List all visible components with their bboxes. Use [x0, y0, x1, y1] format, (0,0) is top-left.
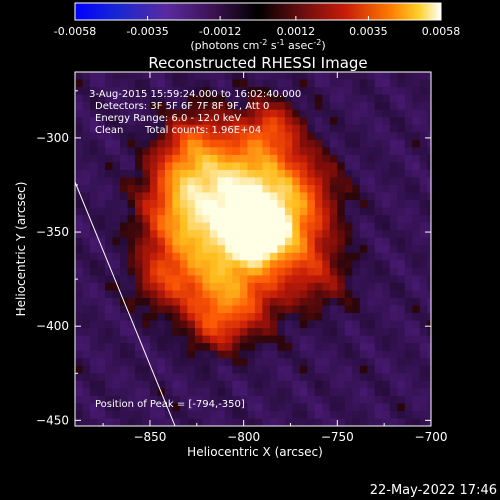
annotation-block: 3-Aug-2015 15:59:24.000 to 16:02:40.000 …	[89, 89, 304, 136]
colorbar	[74, 2, 442, 21]
colorbar-tick-label: -0.0058	[54, 25, 96, 38]
plot-frame	[74, 71, 432, 427]
x-tick-label: −700	[415, 430, 448, 444]
y-axis-label: Heliocentric Y (arcsec)	[14, 182, 28, 317]
colorbar-ticks: -0.0058 -0.0035 -0.0012 0.0012 0.0035 0.0058	[54, 16, 460, 38]
x-axis-label: Heliocentric X (arcsec)	[187, 445, 323, 459]
y-tick-label: −400	[36, 319, 69, 333]
y-tick-label: −350	[36, 225, 69, 239]
colorbar-tick-label: 0.0012	[277, 25, 316, 38]
peak-position-annotation: Position of Peak = [-794,-350]	[95, 399, 245, 410]
colorbar-tick-label: 0.0035	[349, 25, 388, 38]
y-tick-label: −450	[36, 413, 69, 427]
heatmap-image	[75, 72, 431, 426]
y-tick-label: −300	[36, 131, 69, 145]
x-tick-label: −850	[133, 430, 166, 444]
colorbar-tick-label: -0.0035	[126, 25, 168, 38]
colorbar-unit-label: (photons cm-2 s-1 asec-2)	[190, 38, 325, 52]
axis-ticks: −850 −800 −750 −700 −300 −350 −400 −450	[36, 72, 447, 444]
timestamp: 22-May-2022 17:46	[370, 483, 497, 498]
x-tick-label: −800	[227, 430, 260, 444]
colorbar-tick-label: -0.0012	[199, 25, 241, 38]
x-tick-label: −750	[321, 430, 354, 444]
colorbar-tick-label: 0.0058	[422, 25, 461, 38]
solar-limb-line	[75, 181, 176, 426]
chart-title: Reconstructed RHESSI Image	[148, 54, 367, 72]
